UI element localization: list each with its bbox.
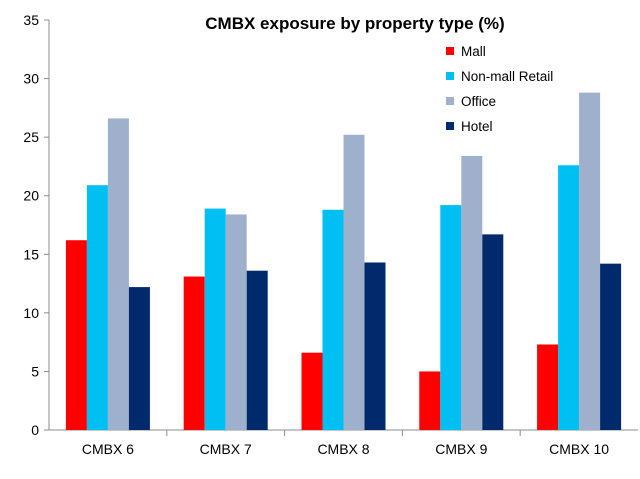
legend: Mall Non-mall Retail Office Hotel bbox=[446, 44, 553, 134]
bar-office-cmbx-8 bbox=[343, 134, 365, 431]
legend-swatch bbox=[446, 97, 454, 105]
bar-office-cmbx-9 bbox=[461, 155, 483, 430]
y-tick-label: 20 bbox=[23, 188, 39, 204]
legend-label: Mall bbox=[461, 44, 486, 59]
bar-non-mall-retail-cmbx-10 bbox=[558, 165, 580, 430]
bar-mall-cmbx-8 bbox=[301, 352, 323, 430]
y-tick-label: 5 bbox=[31, 363, 39, 379]
chart-title: CMBX exposure by property type (%) bbox=[205, 14, 504, 33]
bar-office-cmbx-10 bbox=[579, 92, 601, 430]
legend-label: Non-mall Retail bbox=[461, 69, 553, 84]
x-tick-label: CMBX 10 bbox=[549, 441, 609, 457]
bar-non-mall-retail-cmbx-8 bbox=[322, 209, 344, 430]
bar-non-mall-retail-cmbx-6 bbox=[86, 185, 108, 430]
y-tick-label: 25 bbox=[23, 129, 39, 145]
y-tick-label: 30 bbox=[23, 71, 39, 87]
y-tick-label: 35 bbox=[23, 12, 39, 28]
bar-hotel-cmbx-9 bbox=[482, 234, 504, 430]
legend-label: Office bbox=[461, 94, 496, 109]
bar-hotel-cmbx-10 bbox=[600, 263, 622, 430]
bar-hotel-cmbx-6 bbox=[128, 287, 150, 430]
bar-hotel-cmbx-7 bbox=[246, 270, 268, 430]
x-tick-label: CMBX 6 bbox=[82, 441, 134, 457]
x-tick-label: CMBX 7 bbox=[200, 441, 252, 457]
bar-hotel-cmbx-8 bbox=[364, 262, 386, 430]
legend-swatch bbox=[446, 122, 454, 130]
legend-swatch bbox=[446, 72, 454, 80]
y-tick-label: 0 bbox=[31, 422, 39, 438]
bar-office-cmbx-6 bbox=[107, 118, 129, 431]
x-tick-label: CMBX 9 bbox=[435, 441, 487, 457]
legend-swatch bbox=[446, 47, 454, 55]
y-tick-label: 10 bbox=[23, 305, 39, 321]
bar-non-mall-retail-cmbx-9 bbox=[440, 205, 462, 430]
axes: 0 5 10 15 20 25 30 35 CMBX 6 CMBX 7 CMBX 8 CMBX 9 CM… bbox=[23, 12, 638, 457]
legend-label: Hotel bbox=[461, 119, 493, 134]
x-tick-label: CMBX 8 bbox=[317, 441, 369, 457]
bar-mall-cmbx-6 bbox=[65, 240, 87, 430]
bar-mall-cmbx-9 bbox=[419, 371, 441, 430]
bar-office-cmbx-7 bbox=[225, 214, 247, 430]
bar-mall-cmbx-10 bbox=[537, 344, 559, 430]
bars bbox=[65, 92, 622, 431]
y-tick-label: 15 bbox=[23, 246, 39, 262]
bar-non-mall-retail-cmbx-7 bbox=[204, 208, 226, 430]
bar-mall-cmbx-7 bbox=[183, 276, 205, 430]
